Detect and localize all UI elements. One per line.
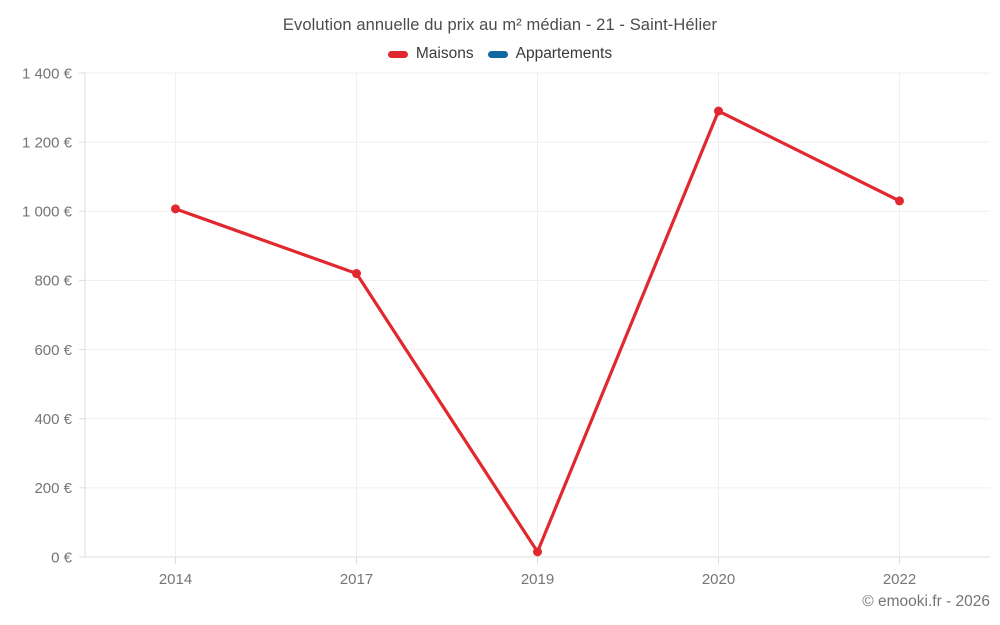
y-tick-label: 400 € <box>34 411 72 428</box>
gridlines <box>79 72 990 564</box>
legend-label-appartements: Appartements <box>515 45 613 62</box>
x-tick-label: 2022 <box>883 571 916 588</box>
y-tick-label: 200 € <box>34 480 72 497</box>
maisons-data-point[interactable] <box>533 547 542 557</box>
x-tick-label: 2014 <box>159 571 192 588</box>
x-tick-label: 2020 <box>702 571 735 588</box>
appartements-series-swatch-icon <box>487 50 508 58</box>
y-tick-label: 1 200 € <box>22 134 73 151</box>
y-tick-label: 1 000 € <box>22 204 73 221</box>
y-tick-label: 800 € <box>34 273 72 290</box>
legend-label-maisons: Maisons <box>415 45 474 62</box>
maisons-series-swatch-icon <box>387 50 408 58</box>
legend-item-appartements[interactable]: Appartements <box>487 45 613 63</box>
chart-title: Evolution annuelle du prix au m² médian … <box>282 16 718 34</box>
axis-labels: 0 € 200 € 400 € 600 € 800 € 1 000 € 1 200 € 1 4… <box>22 65 916 588</box>
x-tick-label: 2017 <box>340 571 373 588</box>
chart-legend: Maisons Appartements <box>0 45 1000 63</box>
maisons-data-point[interactable] <box>895 196 904 206</box>
y-tick-label: 1 400 € <box>22 65 73 82</box>
y-tick-label: 0 € <box>51 549 73 566</box>
maisons-data-point[interactable] <box>714 106 723 116</box>
copyright: © emooki.fr - 2026 <box>862 593 990 610</box>
x-tick-label: 2019 <box>521 571 554 588</box>
maisons-data-point[interactable] <box>352 269 361 279</box>
y-tick-label: 600 € <box>34 342 72 359</box>
maisons-data-point[interactable] <box>171 204 180 214</box>
series-maisons <box>171 106 904 557</box>
legend-item-maisons[interactable]: Maisons <box>387 45 474 63</box>
